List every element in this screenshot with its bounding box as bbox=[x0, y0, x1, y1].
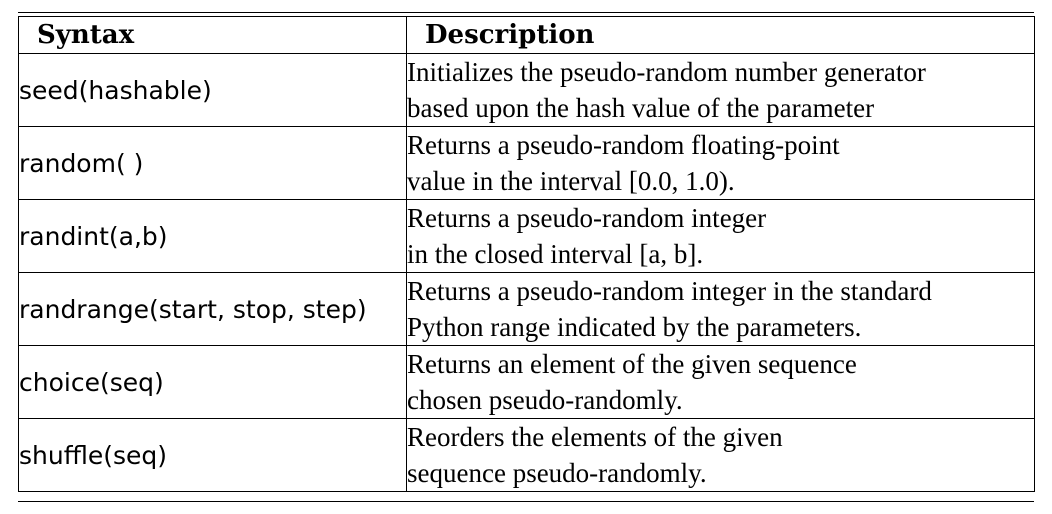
description-line: chosen pseudo-randomly. bbox=[407, 385, 683, 415]
description-line: Initializes the pseudo-random number gen… bbox=[407, 57, 926, 87]
syntax-header: Syntax bbox=[18, 16, 407, 54]
table-row: shuffle(seq) Reorders the elements of th… bbox=[18, 418, 1035, 492]
table-row: randint(a,b) Returns a pseudo-random int… bbox=[18, 199, 1035, 273]
random-module-table: Syntax Description seed(hashable) Initia… bbox=[18, 16, 1035, 492]
description-cell: Returns a pseudo-random integer in the c… bbox=[406, 199, 1035, 273]
description-cell: Reorders the elements of the given seque… bbox=[406, 418, 1035, 492]
bottom-rule bbox=[18, 501, 1034, 502]
description-line: Python range indicated by the parameters… bbox=[407, 312, 862, 342]
syntax-cell: randint(a,b) bbox=[18, 199, 407, 273]
description-cell: Initializes the pseudo-random number gen… bbox=[406, 53, 1035, 127]
table-row: choice(seq) Returns an element of the gi… bbox=[18, 345, 1035, 419]
description-cell: Returns a pseudo-random floating-point v… bbox=[406, 126, 1035, 200]
description-header: Description bbox=[406, 16, 1035, 54]
description-cell: Returns an element of the given sequence… bbox=[406, 345, 1035, 419]
table-row: randrange(start, stop, step) Returns a p… bbox=[18, 272, 1035, 346]
table-row: random( ) Returns a pseudo-random floati… bbox=[18, 126, 1035, 200]
syntax-cell: seed(hashable) bbox=[18, 53, 407, 127]
syntax-cell: randrange(start, stop, step) bbox=[18, 272, 407, 346]
header-row: Syntax Description bbox=[18, 16, 1035, 54]
syntax-cell: choice(seq) bbox=[18, 345, 407, 419]
table-row: seed(hashable) Initializes the pseudo-ra… bbox=[18, 53, 1035, 127]
syntax-cell: shuffle(seq) bbox=[18, 418, 407, 492]
description-line: Returns an element of the given sequence bbox=[407, 349, 857, 379]
description-line: Returns a pseudo-random integer bbox=[407, 203, 767, 233]
description-line: based upon the hash value of the paramet… bbox=[407, 93, 875, 123]
top-rule bbox=[18, 12, 1034, 13]
description-line: Reorders the elements of the given bbox=[407, 422, 783, 452]
description-line: in the closed interval [a, b]. bbox=[407, 239, 704, 269]
description-line: sequence pseudo-randomly. bbox=[407, 458, 707, 488]
description-line: Returns a pseudo-random floating-point bbox=[407, 130, 840, 160]
syntax-cell: random( ) bbox=[18, 126, 407, 200]
description-cell: Returns a pseudo-random integer in the s… bbox=[406, 272, 1035, 346]
description-line: value in the interval [0.0, 1.0). bbox=[407, 166, 735, 196]
description-line: Returns a pseudo-random integer in the s… bbox=[407, 276, 932, 306]
